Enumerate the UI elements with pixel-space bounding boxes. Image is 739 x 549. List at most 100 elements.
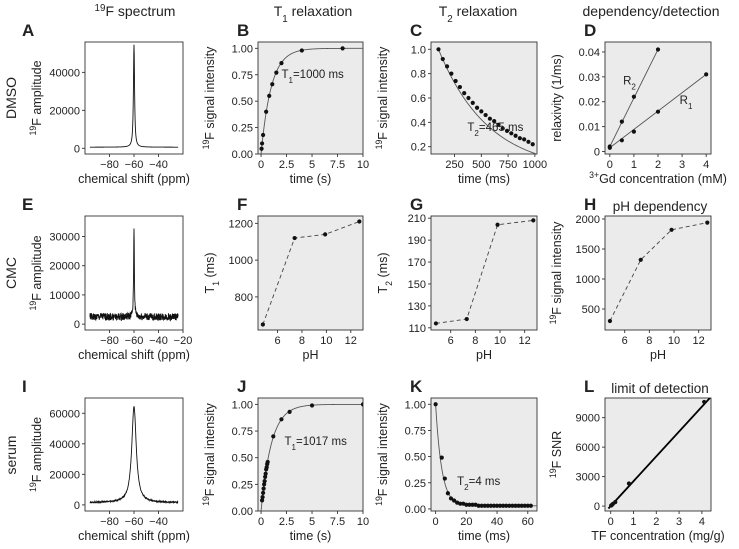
- x-tick-label-E: −20: [174, 335, 193, 347]
- x-tick-label-G: 8: [472, 335, 478, 347]
- y-axis-label-A: 19F amplitude: [28, 60, 44, 135]
- data-point-C: [526, 139, 531, 144]
- x-tick-label-J: 0: [258, 516, 264, 528]
- x-tick-label-G: 12: [519, 335, 531, 347]
- data-point-C: [483, 112, 488, 118]
- y-axis-label-I: 19F amplitude: [28, 417, 44, 492]
- y-axis-label-C: 19F signal intensity: [374, 46, 390, 150]
- row-label-serum: serum: [3, 436, 19, 475]
- panel-J: J 0 2.5 5 7.5 10 0.00 0.25 0.50 0.75 1.00 time (s) 1…: [201, 377, 369, 543]
- fit-annotation-J: T1=1017 ms: [285, 436, 348, 452]
- y-tick-label-G: 190: [408, 235, 426, 247]
- data-point-K: [525, 503, 530, 508]
- data-point-C: [466, 95, 471, 101]
- y-tick-label-C: 0.8: [411, 69, 426, 81]
- data-point-C: [513, 133, 518, 138]
- data-point-R2: [631, 94, 637, 99]
- y-tick-label-L: 9000: [576, 413, 600, 425]
- data-point-B: [270, 82, 275, 87]
- y-tick-label-D: 0.04: [579, 47, 600, 59]
- x-tick-label-F: 12: [345, 335, 357, 347]
- x-tick-label-D: 1: [631, 159, 637, 171]
- y-tick-label-F: 1200: [229, 218, 253, 230]
- x-tick-label-B: 0: [258, 159, 264, 171]
- panel-letter-K: K: [410, 377, 423, 396]
- data-point-K: [445, 491, 450, 496]
- data-point-J: [260, 495, 265, 500]
- y-tick-label-D: 0.03: [579, 72, 600, 84]
- x-tick-label-C: 750: [499, 159, 517, 171]
- data-point-C: [500, 126, 505, 131]
- y-tick-label-I: 40000: [49, 439, 80, 451]
- x-tick-label-H: 12: [693, 335, 705, 347]
- panel-letter-E: E: [22, 195, 33, 214]
- series-label-R1: R1: [680, 95, 693, 111]
- data-point-G: [495, 222, 500, 227]
- x-tick-label-G: 6: [448, 335, 454, 347]
- y-tick-label-J: 1.00: [232, 399, 253, 411]
- y-tick-label-D: 0.01: [579, 122, 600, 134]
- y-tick-label-I: 20000: [49, 469, 80, 481]
- data-point-C: [457, 84, 463, 90]
- x-tick-label-F: 10: [320, 335, 332, 347]
- data-point-C: [509, 131, 514, 136]
- y-tick-label-B: 0.00: [232, 149, 253, 161]
- y-tick-label-J: 0.50: [232, 453, 253, 465]
- panel-title-L: limit of detection: [611, 381, 709, 396]
- data-point-B: [279, 61, 284, 66]
- x-axis-label-L: TF concentration (mg/g): [591, 529, 724, 543]
- x-axis-label-G: pH: [476, 348, 492, 362]
- panel-F: F 6 8 10 12 800 1000 1200 pH T1 (ms): [203, 195, 364, 362]
- x-tick-label-D: 4: [703, 159, 709, 171]
- data-point-H: [669, 227, 674, 232]
- data-point-B: [260, 132, 266, 138]
- spectrum-line-E: [89, 228, 179, 322]
- y-tick-label-L: 6000: [576, 442, 600, 454]
- data-point-L: [702, 399, 707, 405]
- data-point-F: [323, 232, 328, 237]
- x-axis-label-I: chemical shift (ppm): [78, 529, 190, 543]
- x-tick-label-B: 10: [357, 159, 369, 171]
- y-axis-label-F: T1 (ms): [203, 253, 221, 294]
- panel-G: G 6 8 10 12 110 130 150 170 190 210 pH T2 (ms): [376, 195, 538, 362]
- data-point-K: [433, 402, 438, 407]
- x-tick-label-J: 5: [309, 516, 315, 528]
- x-axis-label-E: chemical shift (ppm): [78, 348, 190, 362]
- x-tick-label-K: 0: [433, 516, 439, 528]
- data-point-C: [436, 47, 441, 52]
- data-point-C: [449, 71, 454, 76]
- y-tick-label-D: 0.02: [579, 97, 600, 109]
- x-tick-label-I: −40: [149, 516, 168, 528]
- y-tick-label-H: 1000: [576, 274, 600, 286]
- y-axis-label-K: 19F signal intensity: [374, 402, 390, 506]
- data-point-C: [487, 116, 492, 121]
- y-tick-label-B: 0.25: [232, 123, 253, 135]
- x-tick-label-F: 8: [299, 335, 305, 347]
- data-point-R1: [704, 72, 709, 77]
- data-point-K: [467, 502, 472, 507]
- dashed-line-F: [262, 221, 360, 325]
- plot-area-D: [604, 41, 712, 155]
- panel-letter-B: B: [237, 21, 249, 40]
- x-tick-label-G: 10: [494, 335, 506, 347]
- fit-annotation-C: T2=465 ms: [467, 122, 523, 138]
- data-point-J: [265, 459, 270, 465]
- data-point-G: [464, 316, 469, 322]
- x-tick-label-D: 3: [679, 159, 685, 171]
- x-tick-label-E: −40: [149, 335, 168, 347]
- data-point-F: [357, 219, 362, 224]
- x-axis-label-C: time (ms): [458, 172, 510, 186]
- data-point-K: [498, 503, 503, 508]
- x-tick-label-J: 10: [357, 516, 369, 528]
- data-point-J: [264, 465, 269, 470]
- data-point-K: [448, 496, 454, 501]
- x-axis-label-J: time (s): [290, 529, 332, 543]
- data-point-C: [444, 64, 450, 69]
- data-point-F: [292, 235, 297, 241]
- data-point-K: [464, 502, 469, 507]
- y-tick-label-C: 1.0: [411, 44, 426, 56]
- y-tick-label-H: 2000: [576, 214, 600, 226]
- x-tick-label-H: 8: [646, 335, 652, 347]
- panel-letter-F: F: [237, 195, 247, 214]
